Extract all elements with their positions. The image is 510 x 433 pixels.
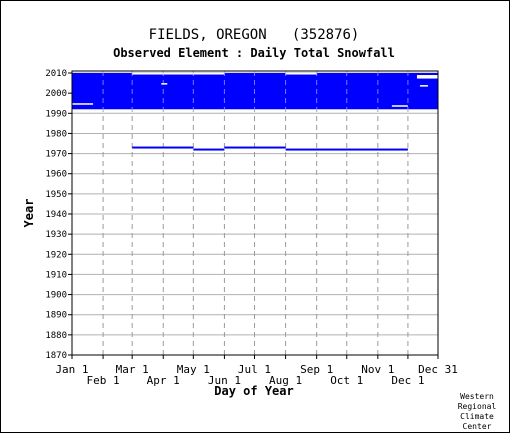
coverage-gap [161,83,168,85]
x-tick-label: Sep 1 [300,363,333,376]
credit-line: Climate [460,412,494,421]
y-tick-label: 2010 [45,69,67,79]
x-tick-label: Apr 1 [147,374,180,387]
credit-line: Center [463,422,492,431]
y-tick-label: 1910 [45,270,67,280]
y-tick-label: 1970 [45,150,67,160]
plot-area [72,71,438,355]
coverage-marks [72,71,438,151]
coverage-gap [391,105,408,107]
x-tick-label: Dec 1 [391,374,424,387]
coverage-gap [72,103,94,105]
x-tick-label: May 1 [177,363,210,376]
x-tick-label: Oct 1 [330,374,363,387]
chart-subtitle: Observed Element : Daily Total Snowfall [113,46,395,60]
coverage-block [72,73,438,110]
credit-line: Regional [458,402,497,411]
y-tick-label: 1880 [45,331,67,341]
y-tick-label: 1900 [45,291,67,301]
y-tick-label: 1890 [45,311,67,321]
y-axis-label: Year [22,199,36,228]
y-tick-label: 1990 [45,109,67,119]
x-tick-label: Mar 1 [116,363,149,376]
coverage-line [224,146,286,149]
chart-title: FIELDS, OREGON (352876) [149,27,360,43]
coverage-line [193,148,225,151]
y-tick-label: 1960 [45,170,67,180]
y-tick-label: 1950 [45,190,67,200]
coverage-gap [285,73,317,75]
x-tick-label: Nov 1 [361,363,394,376]
coverage-line [285,148,408,151]
coverage-gap [416,75,438,79]
x-tick-label: Jan 1 [55,363,88,376]
y-axis: 1870 1880 1890 1900 1910 1920 1930 1940 1950 1960… [45,69,72,361]
y-tick-label: 1870 [45,351,67,361]
y-tick-label: 1930 [45,230,67,240]
y-tick-label: 2000 [45,89,67,99]
credit-line: Western [460,392,494,401]
y-tick-label: 1940 [45,210,67,220]
x-tick-label: Jul 1 [238,363,271,376]
x-tick-label: Dec 31 [418,363,458,376]
x-tick-label: Feb 1 [87,374,120,387]
plot-border [71,70,439,356]
coverage-line [132,146,194,149]
x-tick-label: Jun 1 [208,374,241,387]
y-tick-label: 1980 [45,129,67,139]
coverage-gap [419,85,428,87]
x-axis-label: Day of Year [214,384,293,398]
x-tick-label: Aug 1 [269,374,302,387]
y-tick-label: 1920 [45,250,67,260]
coverage-gap [132,73,225,75]
x-axis: Jan 1 Mar 1 May 1 Jul 1 Sep 1 Nov 1 Dec 31 Feb … [55,355,458,387]
